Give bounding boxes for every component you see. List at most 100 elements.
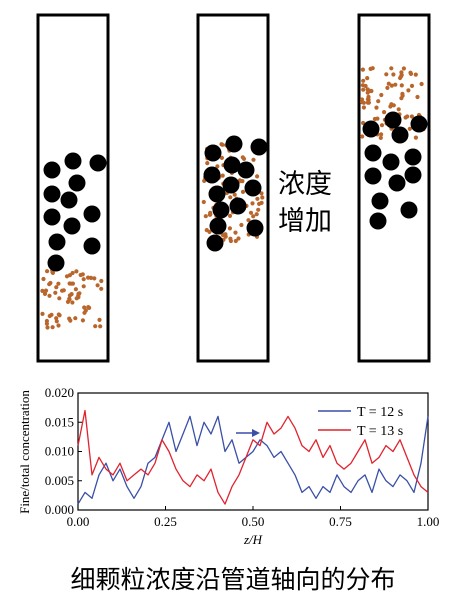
fine-particle xyxy=(227,226,232,231)
fine-particle xyxy=(385,85,390,90)
fine-particle xyxy=(379,123,385,128)
fine-particle xyxy=(399,70,404,75)
fine-particle xyxy=(45,325,50,330)
fine-particle xyxy=(73,287,78,292)
fine-particle xyxy=(76,295,81,300)
tube-3-coarse-particles xyxy=(362,111,428,230)
fine-particle xyxy=(367,88,372,94)
fine-particle xyxy=(42,291,48,296)
fine-particle xyxy=(47,313,52,319)
fine-particle xyxy=(361,100,366,105)
fine-particle xyxy=(250,201,255,206)
fine-particle xyxy=(365,100,370,105)
fine-particle xyxy=(86,305,91,310)
fine-particle xyxy=(215,164,220,169)
fine-particle xyxy=(69,292,74,297)
fine-particle xyxy=(44,321,50,326)
fine-particle xyxy=(248,210,254,215)
fine-particle xyxy=(48,280,53,286)
annotation-line-2: 增加 xyxy=(278,206,332,237)
fine-particle xyxy=(81,277,86,282)
fine-particle xyxy=(81,284,86,289)
fine-particle xyxy=(400,93,405,98)
shift-arrow xyxy=(236,429,260,437)
fine-particle xyxy=(56,281,61,286)
fine-particle xyxy=(73,316,78,321)
fine-particle xyxy=(237,178,242,183)
y-tick-label: 0.000 xyxy=(45,502,74,517)
fine-particle xyxy=(241,156,247,161)
fine-particle xyxy=(240,189,246,194)
fine-particle xyxy=(53,290,58,295)
fine-particle xyxy=(256,207,261,212)
fine-particle xyxy=(228,195,233,200)
fine-particle xyxy=(363,83,368,89)
fine-particle xyxy=(399,74,404,79)
fine-particle xyxy=(92,276,97,281)
fine-particle xyxy=(359,97,365,102)
fine-particle xyxy=(251,214,256,219)
series-group xyxy=(77,409,429,505)
fine-particle xyxy=(361,87,366,92)
fine-particle xyxy=(260,195,265,200)
fine-particle xyxy=(391,72,396,77)
fine-particle xyxy=(83,308,88,313)
y-tick-label: 0.010 xyxy=(45,444,74,459)
fine-particle xyxy=(41,276,46,282)
fine-particle xyxy=(259,191,264,196)
fine-particle xyxy=(207,229,212,234)
series-line-12s xyxy=(77,415,429,505)
fine-particle xyxy=(406,88,411,93)
fine-particle xyxy=(228,238,233,244)
fine-particle xyxy=(415,94,420,100)
fine-particle xyxy=(97,317,102,322)
fine-particle xyxy=(56,323,61,328)
fine-particle xyxy=(99,278,104,284)
x-tick-label: 0.50 xyxy=(242,514,265,529)
fine-particle xyxy=(208,210,213,215)
y-tick-label: 0.015 xyxy=(45,414,74,429)
fine-particle xyxy=(389,66,394,71)
fine-particle xyxy=(223,232,228,237)
tube-2 xyxy=(196,13,270,363)
fine-particle xyxy=(43,288,49,293)
fine-particle xyxy=(80,318,85,323)
legend-label-12: T = 12 s xyxy=(357,405,403,420)
fine-particle xyxy=(409,114,414,119)
x-tick-label: 1.00 xyxy=(417,514,440,529)
fine-particle xyxy=(376,99,381,104)
fine-particle xyxy=(259,200,264,205)
fine-particle xyxy=(413,72,418,77)
fine-particle xyxy=(56,312,61,317)
fine-particle xyxy=(379,132,384,137)
fine-particle xyxy=(60,288,65,293)
fine-particle xyxy=(220,142,225,147)
fine-particle xyxy=(40,311,45,316)
legend-label-13: T = 13 s xyxy=(357,424,403,439)
y-axis-label: Fine/total concentration xyxy=(17,390,32,514)
fine-particle xyxy=(382,110,387,115)
fine-particle xyxy=(396,107,401,112)
fine-particle xyxy=(40,288,45,293)
fine-particle xyxy=(379,92,384,98)
annotation-line-1: 浓度 xyxy=(278,169,332,200)
y-tick-label: 0.005 xyxy=(45,473,74,488)
fine-particle xyxy=(93,324,98,329)
y-tick-label: 0.020 xyxy=(45,385,74,400)
fine-particle xyxy=(239,222,244,228)
fine-particle xyxy=(201,199,206,205)
fine-particle xyxy=(54,316,59,321)
legend: T = 12 s T = 13 s xyxy=(318,405,403,439)
fine-particle xyxy=(57,296,62,301)
fine-particle xyxy=(254,212,259,217)
fine-particle xyxy=(407,126,412,131)
fine-particle xyxy=(389,83,394,88)
tube-1 xyxy=(36,13,110,363)
tube-1-fine-particles xyxy=(40,268,104,330)
fine-particle xyxy=(384,72,389,77)
x-tick-label: 0.25 xyxy=(154,514,177,529)
figure-caption: 细颗粒浓度沿管道轴向的分布 xyxy=(70,565,395,594)
fine-particle xyxy=(251,157,256,162)
fine-particle xyxy=(233,238,238,244)
fine-particle xyxy=(401,66,406,71)
